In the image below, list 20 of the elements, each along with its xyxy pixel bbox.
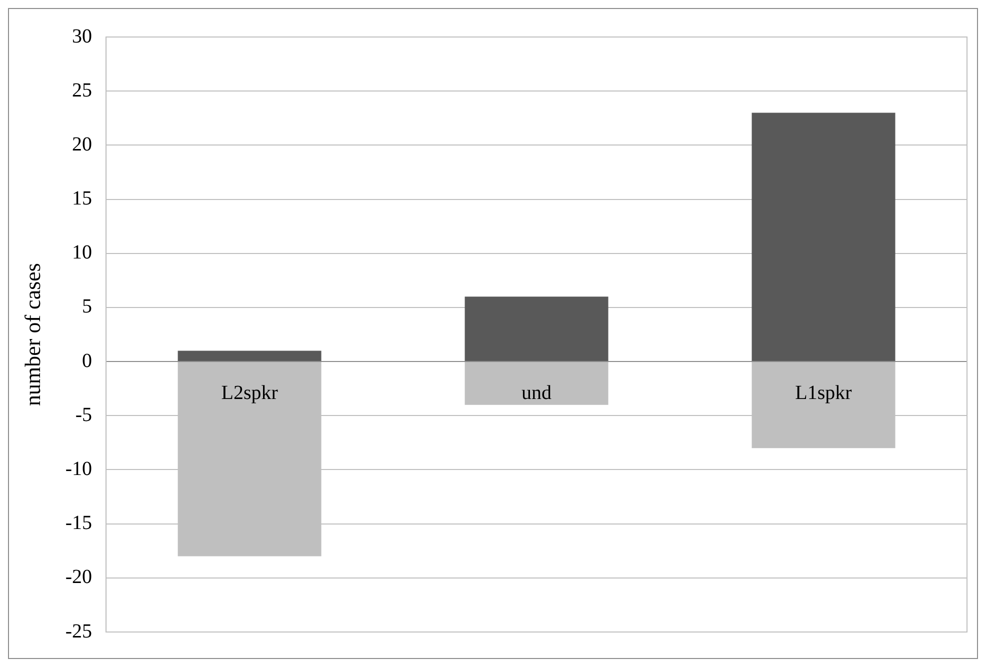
y-axis-title: number of cases: [20, 263, 45, 406]
y-tick-label: 0: [82, 350, 92, 372]
y-tick-label: 15: [72, 188, 92, 210]
y-tick-label: -20: [65, 566, 92, 588]
bar: [178, 350, 322, 362]
x-tick-label: L1spkr: [795, 382, 852, 404]
bar: [464, 362, 608, 405]
y-tick-label: 10: [72, 242, 92, 264]
y-tick-label: 25: [72, 79, 92, 102]
bar: [752, 112, 896, 362]
x-tick-label: und: [522, 382, 552, 404]
y-tick-label: -25: [65, 620, 92, 642]
bar: [464, 296, 608, 362]
y-tick-label: -10: [65, 458, 92, 480]
y-tick-label: -5: [75, 404, 92, 426]
y-tick-label: 5: [82, 296, 92, 318]
y-tick-label: -15: [65, 512, 92, 534]
y-tick-label: 20: [72, 133, 92, 156]
x-tick-label: L2spkr: [221, 382, 278, 404]
y-tick-label: 30: [72, 25, 92, 48]
